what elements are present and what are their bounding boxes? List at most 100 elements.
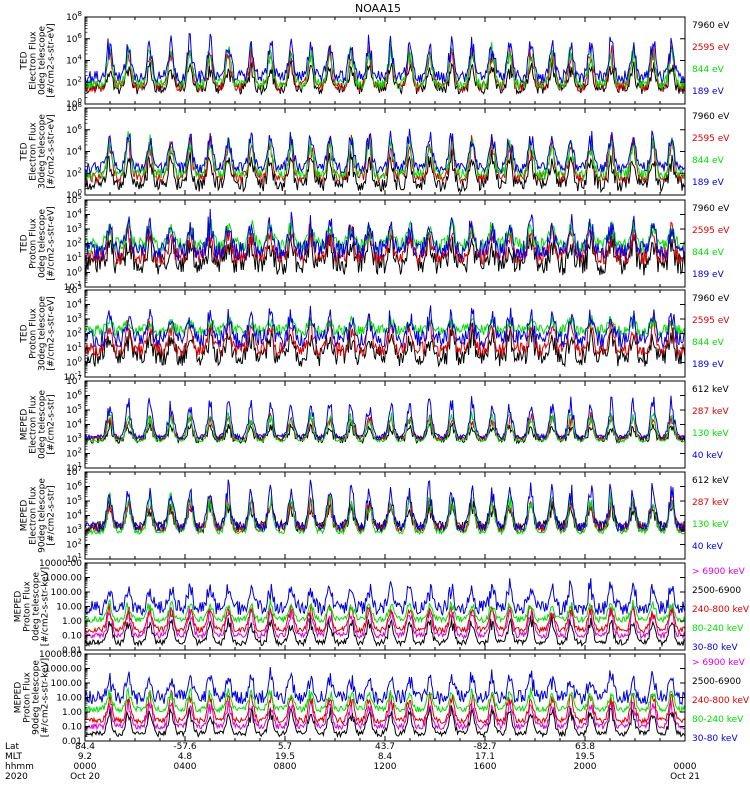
y-axis-label: MEPEDProton Flux90deg telescope[#/cm2-s-… [14, 658, 51, 737]
legend-entry: 2500-6900 [692, 677, 741, 687]
legend-entry: > 6900 keV [692, 658, 746, 668]
y-tick-label: 10-1 [64, 370, 82, 383]
series-7-3-line [85, 603, 685, 635]
legend-entry: 130 keV [692, 520, 729, 530]
y-axis-label: MEPEDProton Flux0deg telescope[#/cm2-s-s… [14, 567, 51, 646]
panels: 100 102 104 106 108 TEDElectron Flux0deg tele… [14, 10, 750, 747]
legend-entry: 40 keV [692, 451, 724, 461]
series-7-1-line [85, 604, 685, 640]
time-axis-row-label: hhmm [5, 762, 34, 772]
time-axis-value: 19.5 [275, 752, 295, 762]
legend-entry: 80-240 keV [692, 715, 744, 725]
series-1-4-line [85, 32, 685, 85]
y-tick-label: 103 [66, 523, 82, 536]
series-8-3-line [85, 689, 685, 726]
y-tick-label: 0.10 [62, 632, 82, 642]
legend-entry: 7960 eV [692, 204, 730, 214]
panel-2-plot-area [85, 128, 685, 194]
y-tick-label: 10.00 [56, 694, 82, 704]
legend-entry: 80-240 keV [692, 624, 744, 634]
legend-entry: 189 eV [692, 87, 725, 97]
legend-entry: 189 eV [692, 270, 725, 280]
y-tick-label: 102 [66, 75, 82, 88]
y-tick-label: 101 [66, 341, 82, 354]
panel-1-frame [84, 16, 686, 105]
legend-entry: > 6900 keV [692, 567, 746, 577]
time-axis-value: 1600 [474, 762, 497, 772]
figure-title: NOAA15 [355, 2, 401, 15]
y-tick-label: 105 [66, 494, 82, 507]
y-tick-label: 0.10 [62, 723, 82, 733]
series-1-2-line [85, 42, 685, 94]
time-axis-value: 84.4 [75, 742, 95, 752]
time-axis-value: -82.7 [473, 742, 496, 752]
time-axis-value: 17.1 [475, 752, 495, 762]
series-8-4-line [85, 686, 685, 714]
y-tick-label: 100 [66, 356, 82, 369]
panel-1-plot-area [85, 32, 685, 96]
y-tick-label: 104 [66, 145, 82, 158]
legend-entry: 189 eV [692, 360, 725, 370]
series-4-1-line [85, 322, 685, 368]
y-tick-label: 104 [66, 208, 82, 221]
y-tick-label: 100.00 [51, 588, 83, 598]
legend-entry: 2595 eV [692, 43, 730, 53]
legend-entry: 287 keV [692, 407, 729, 417]
y-tick-label: 106 [66, 480, 82, 493]
y-tick-label: 101 [66, 251, 82, 264]
time-axis-value: 1200 [374, 762, 397, 772]
y-tick-label: 106 [66, 389, 82, 402]
y-tick-label: 1.00 [62, 617, 82, 627]
series-5-4-line [85, 395, 685, 441]
legend-entry: 287 keV [692, 498, 729, 508]
y-tick-label: 105 [66, 403, 82, 416]
time-axis-value: 0000 [674, 762, 697, 772]
panel-3-frame [84, 199, 686, 288]
time-axis-value: 5.7 [278, 742, 292, 752]
y-axis-label: TEDElectron Flux0deg telescope[#/cm2-s-s… [20, 23, 57, 98]
y-tick-label: 103 [66, 432, 82, 445]
time-axis-value: 43.7 [375, 742, 395, 752]
series-7-4-line [85, 598, 685, 624]
series-7-5-line [85, 578, 685, 617]
time-axis-value: Oct 20 [70, 772, 100, 782]
series-4-2-line [85, 312, 685, 358]
y-tick-label: 102 [66, 166, 82, 179]
time-axis-value: 9.2 [78, 752, 92, 762]
legend-entry: 40 keV [692, 542, 724, 552]
time-axis-value: 4.8 [178, 752, 193, 762]
y-axis-label: TEDProton Flux30deg telescope[#/cm2-s-st… [20, 296, 57, 371]
legend-entry: 844 eV [692, 65, 725, 75]
legend-entry: 189 eV [692, 178, 725, 188]
legend-entry: 30-80 keV [692, 643, 738, 653]
legend-entry: 240-800 keV [692, 605, 750, 615]
series-7-2-line [85, 615, 685, 648]
y-tick-label: 107 [66, 465, 82, 478]
y-tick-label: 101 [66, 461, 82, 474]
time-axis-value: 0000 [74, 762, 97, 772]
panel-5-plot-area [85, 395, 685, 445]
series-1-3-line [85, 41, 685, 92]
legend-entry: 844 eV [692, 248, 725, 258]
legend-entry: 612 keV [692, 476, 729, 486]
y-tick-label: 100 [66, 188, 82, 201]
y-tick-label: 104 [66, 509, 82, 522]
y-tick-label: 107 [66, 374, 82, 387]
series-8-2-line [85, 705, 685, 739]
y-tick-label: 10-1 [64, 280, 82, 293]
panel-2: 100 102 104 106 108 TEDElectron Flux30deg tel… [20, 101, 731, 201]
series-3-2-line [85, 220, 685, 266]
y-tick-label: 106 [66, 123, 82, 136]
y-tick-label: 104 [66, 298, 82, 311]
time-axis-value: 0400 [174, 762, 197, 772]
series-2-1-line [85, 148, 685, 194]
legend-entry: 7960 eV [692, 294, 730, 304]
y-tick-label: 108 [66, 10, 82, 23]
